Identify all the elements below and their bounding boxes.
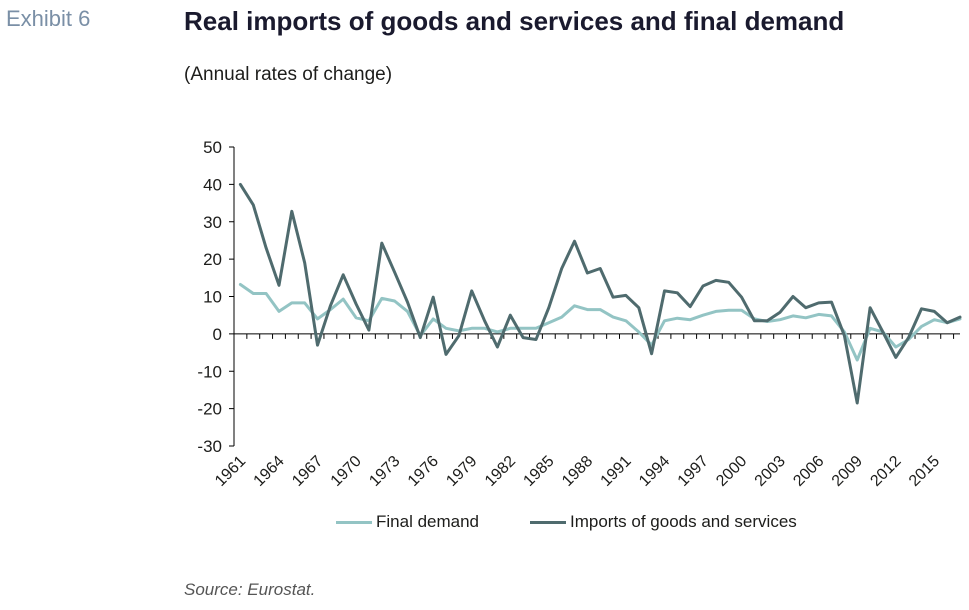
x-tick-label: 2000 — [713, 453, 750, 490]
chart-axes — [229, 146, 960, 447]
legend-label-final-demand: Final demand — [376, 512, 480, 531]
exhibit-label: Exhibit 6 — [6, 6, 91, 31]
series-line-final-demand — [238, 283, 962, 362]
chart-subtitle: (Annual rates of change) — [184, 64, 393, 85]
x-tick-label: 1988 — [559, 453, 596, 490]
y-tick-label: 0 — [213, 325, 222, 344]
legend-swatch-final-demand — [336, 520, 372, 524]
x-tick-labels: 1961 1964 1967 1970 1973 1976 1979 1982 1985 1988… — [212, 453, 943, 490]
source-note: Source: Eurostat. — [184, 580, 316, 599]
legend-item-final-demand: Final demand — [336, 512, 479, 532]
legend-label-imports: Imports of goods and services — [570, 512, 797, 531]
x-tick-label: 1985 — [520, 453, 557, 490]
y-tick-label: -20 — [197, 400, 222, 419]
y-tick-label: -30 — [197, 437, 222, 456]
x-tick-label: 1961 — [212, 453, 249, 490]
x-tick-label: 1994 — [636, 453, 673, 490]
x-tick-label: 1976 — [405, 453, 442, 490]
x-tick-label: 1967 — [289, 453, 326, 490]
y-tick-label: 10 — [203, 288, 222, 307]
x-tick-label: 2009 — [829, 453, 866, 490]
x-tick-label: 1964 — [251, 453, 288, 490]
x-tick-label: 1973 — [366, 453, 403, 490]
legend-swatch-imports — [530, 520, 566, 524]
series-lines — [238, 182, 962, 405]
chart-title: Real imports of goods and services and f… — [184, 6, 845, 36]
x-tick-label: 1979 — [443, 453, 480, 490]
x-tick-label: 2006 — [790, 453, 827, 490]
x-tick-label: 1997 — [675, 453, 712, 490]
y-tick-label: -10 — [197, 362, 222, 381]
x-tick-label: 1982 — [482, 453, 519, 490]
x-tick-label: 2012 — [867, 453, 904, 490]
x-tick-label: 2015 — [906, 453, 943, 490]
y-tick-labels: -30 -20 -10 0 10 20 30 40 50 — [197, 138, 222, 456]
x-tick-label: 1970 — [328, 453, 365, 490]
x-tick-label: 2003 — [752, 453, 789, 490]
y-tick-label: 30 — [203, 213, 222, 232]
series-line-imports — [238, 182, 962, 405]
legend-item-imports: Imports of goods and services — [530, 512, 797, 532]
y-tick-label: 50 — [203, 138, 222, 157]
x-tick-label: 1991 — [598, 453, 635, 490]
y-tick-label: 40 — [203, 175, 222, 194]
y-tick-label: 20 — [203, 250, 222, 269]
